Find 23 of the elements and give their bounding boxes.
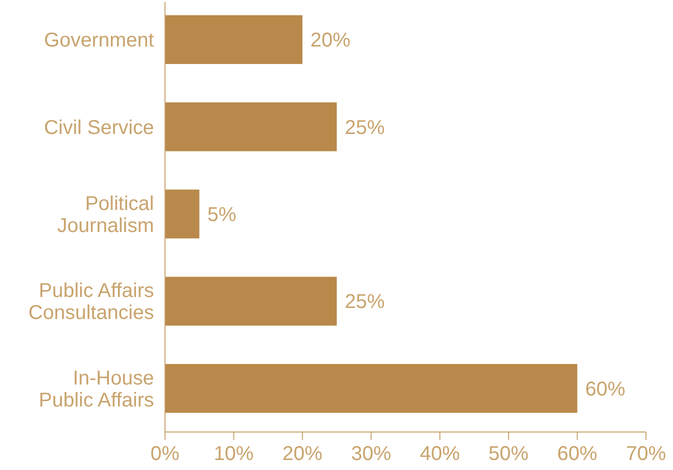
x-tick-label: 50% (488, 443, 529, 465)
x-tick-label: 60% (557, 443, 598, 465)
x-tick-label: 10% (214, 443, 254, 465)
y-tick-label: Civil Service (44, 116, 154, 139)
data-label: 5% (207, 204, 236, 226)
data-label: 60% (585, 378, 626, 400)
data-label: 25% (344, 116, 386, 139)
data-label: 25% (344, 291, 386, 314)
y-tick-label: Government (44, 30, 154, 52)
bar (165, 15, 302, 64)
bar (165, 190, 200, 238)
x-tick-label: 40% (420, 443, 460, 465)
bar (165, 276, 337, 326)
x-tick-label: 20% (282, 443, 323, 465)
bar (165, 364, 578, 413)
y-tick-label: In-House Public Affairs (38, 367, 154, 412)
x-tick-label: 70% (626, 443, 666, 465)
y-tick-label: Public Affairs Consultancies (28, 280, 154, 324)
y-tick-label: Political Journalism (57, 193, 154, 237)
x-tick-label: 0% (150, 443, 180, 465)
x-tick-label: 30% (351, 443, 392, 465)
data-label: 20% (310, 30, 351, 52)
bar (165, 102, 337, 152)
